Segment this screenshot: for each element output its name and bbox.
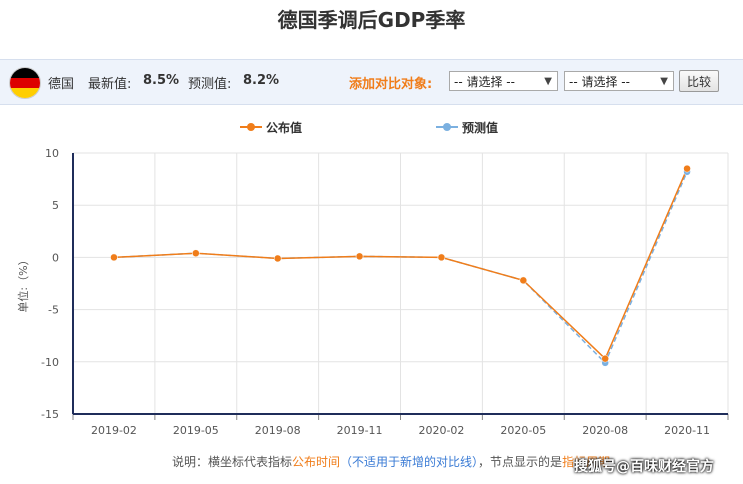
x-tick-label: 2019-11	[337, 424, 383, 437]
country-name: 德国	[48, 77, 75, 92]
legend-label-published[interactable]: 公布值	[266, 121, 303, 135]
x-tick-label: 2020-05	[500, 424, 546, 437]
chevron-down-icon: ▼	[660, 76, 668, 87]
note-highlight: 公布时间	[292, 455, 341, 469]
chart-note: 说明：横坐标代表指标公布时间（不适用于新增的对比线），节点显示的是指标周期	[172, 453, 610, 470]
note-suffix: ，节点显示的是	[478, 455, 563, 469]
y-tick-label: -5	[48, 304, 59, 317]
data-point-published	[273, 254, 282, 263]
legend-marker-forecast	[443, 123, 451, 131]
compare-select-2[interactable]: -- 请选择 -- ▼	[564, 71, 674, 91]
y-tick-label: 10	[45, 147, 59, 160]
data-point-published	[683, 164, 691, 173]
compare-select-1[interactable]: -- 请选择 -- ▼	[449, 71, 558, 91]
x-tick-label: 2019-02	[91, 424, 137, 437]
data-point-published	[192, 249, 200, 257]
x-tick-label: 2020-02	[418, 424, 464, 437]
x-tick-label: 2020-11	[664, 424, 710, 437]
chart-title: 德国季调后GDP季率	[277, 8, 466, 32]
x-tick-label: 2020-08	[582, 424, 628, 437]
chevron-down-icon: ▼	[544, 76, 552, 87]
legend-label-forecast[interactable]: 预测值	[462, 121, 499, 135]
germany-flag-icon	[9, 67, 41, 99]
compare-label: 添加对比对象:	[349, 77, 433, 92]
x-tick-label: 2019-08	[255, 424, 301, 437]
compare-select-1-value: -- 请选择 --	[454, 75, 515, 89]
data-point-published	[110, 253, 118, 262]
note-paren: （不适用于新增的对比线）	[340, 455, 479, 469]
data-point-published	[437, 253, 446, 262]
compare-select-2-value: -- 请选择 --	[569, 75, 630, 89]
data-point-published	[601, 354, 609, 363]
latest-value: 8.5%	[143, 73, 180, 88]
info-bar: 德国 最新值: 8.5% 预测值: 8.2% 添加对比对象: -- 请选择 --…	[0, 59, 743, 105]
x-tick-label: 2019-05	[173, 424, 219, 437]
y-tick-label: 0	[52, 251, 59, 264]
compare-button[interactable]: 比较	[679, 70, 719, 92]
data-point-published	[355, 252, 364, 261]
legend-marker-published	[247, 123, 255, 131]
forecast-label: 预测值:	[188, 77, 232, 92]
watermark: 搜狐号@百味财经官方	[574, 459, 714, 475]
series-line-published	[113, 168, 688, 360]
note-prefix: 说明：横坐标代表指标	[172, 455, 293, 469]
y-tick-label: -15	[41, 408, 59, 421]
latest-label: 最新值:	[88, 77, 132, 92]
forecast-value: 8.2%	[243, 73, 280, 88]
y-axis-label: 单位:（%）	[16, 254, 30, 312]
data-point-published	[519, 276, 528, 285]
y-tick-label: -10	[41, 356, 59, 369]
note-tail: 指标周期	[562, 455, 611, 469]
y-tick-label: 5	[52, 199, 59, 212]
